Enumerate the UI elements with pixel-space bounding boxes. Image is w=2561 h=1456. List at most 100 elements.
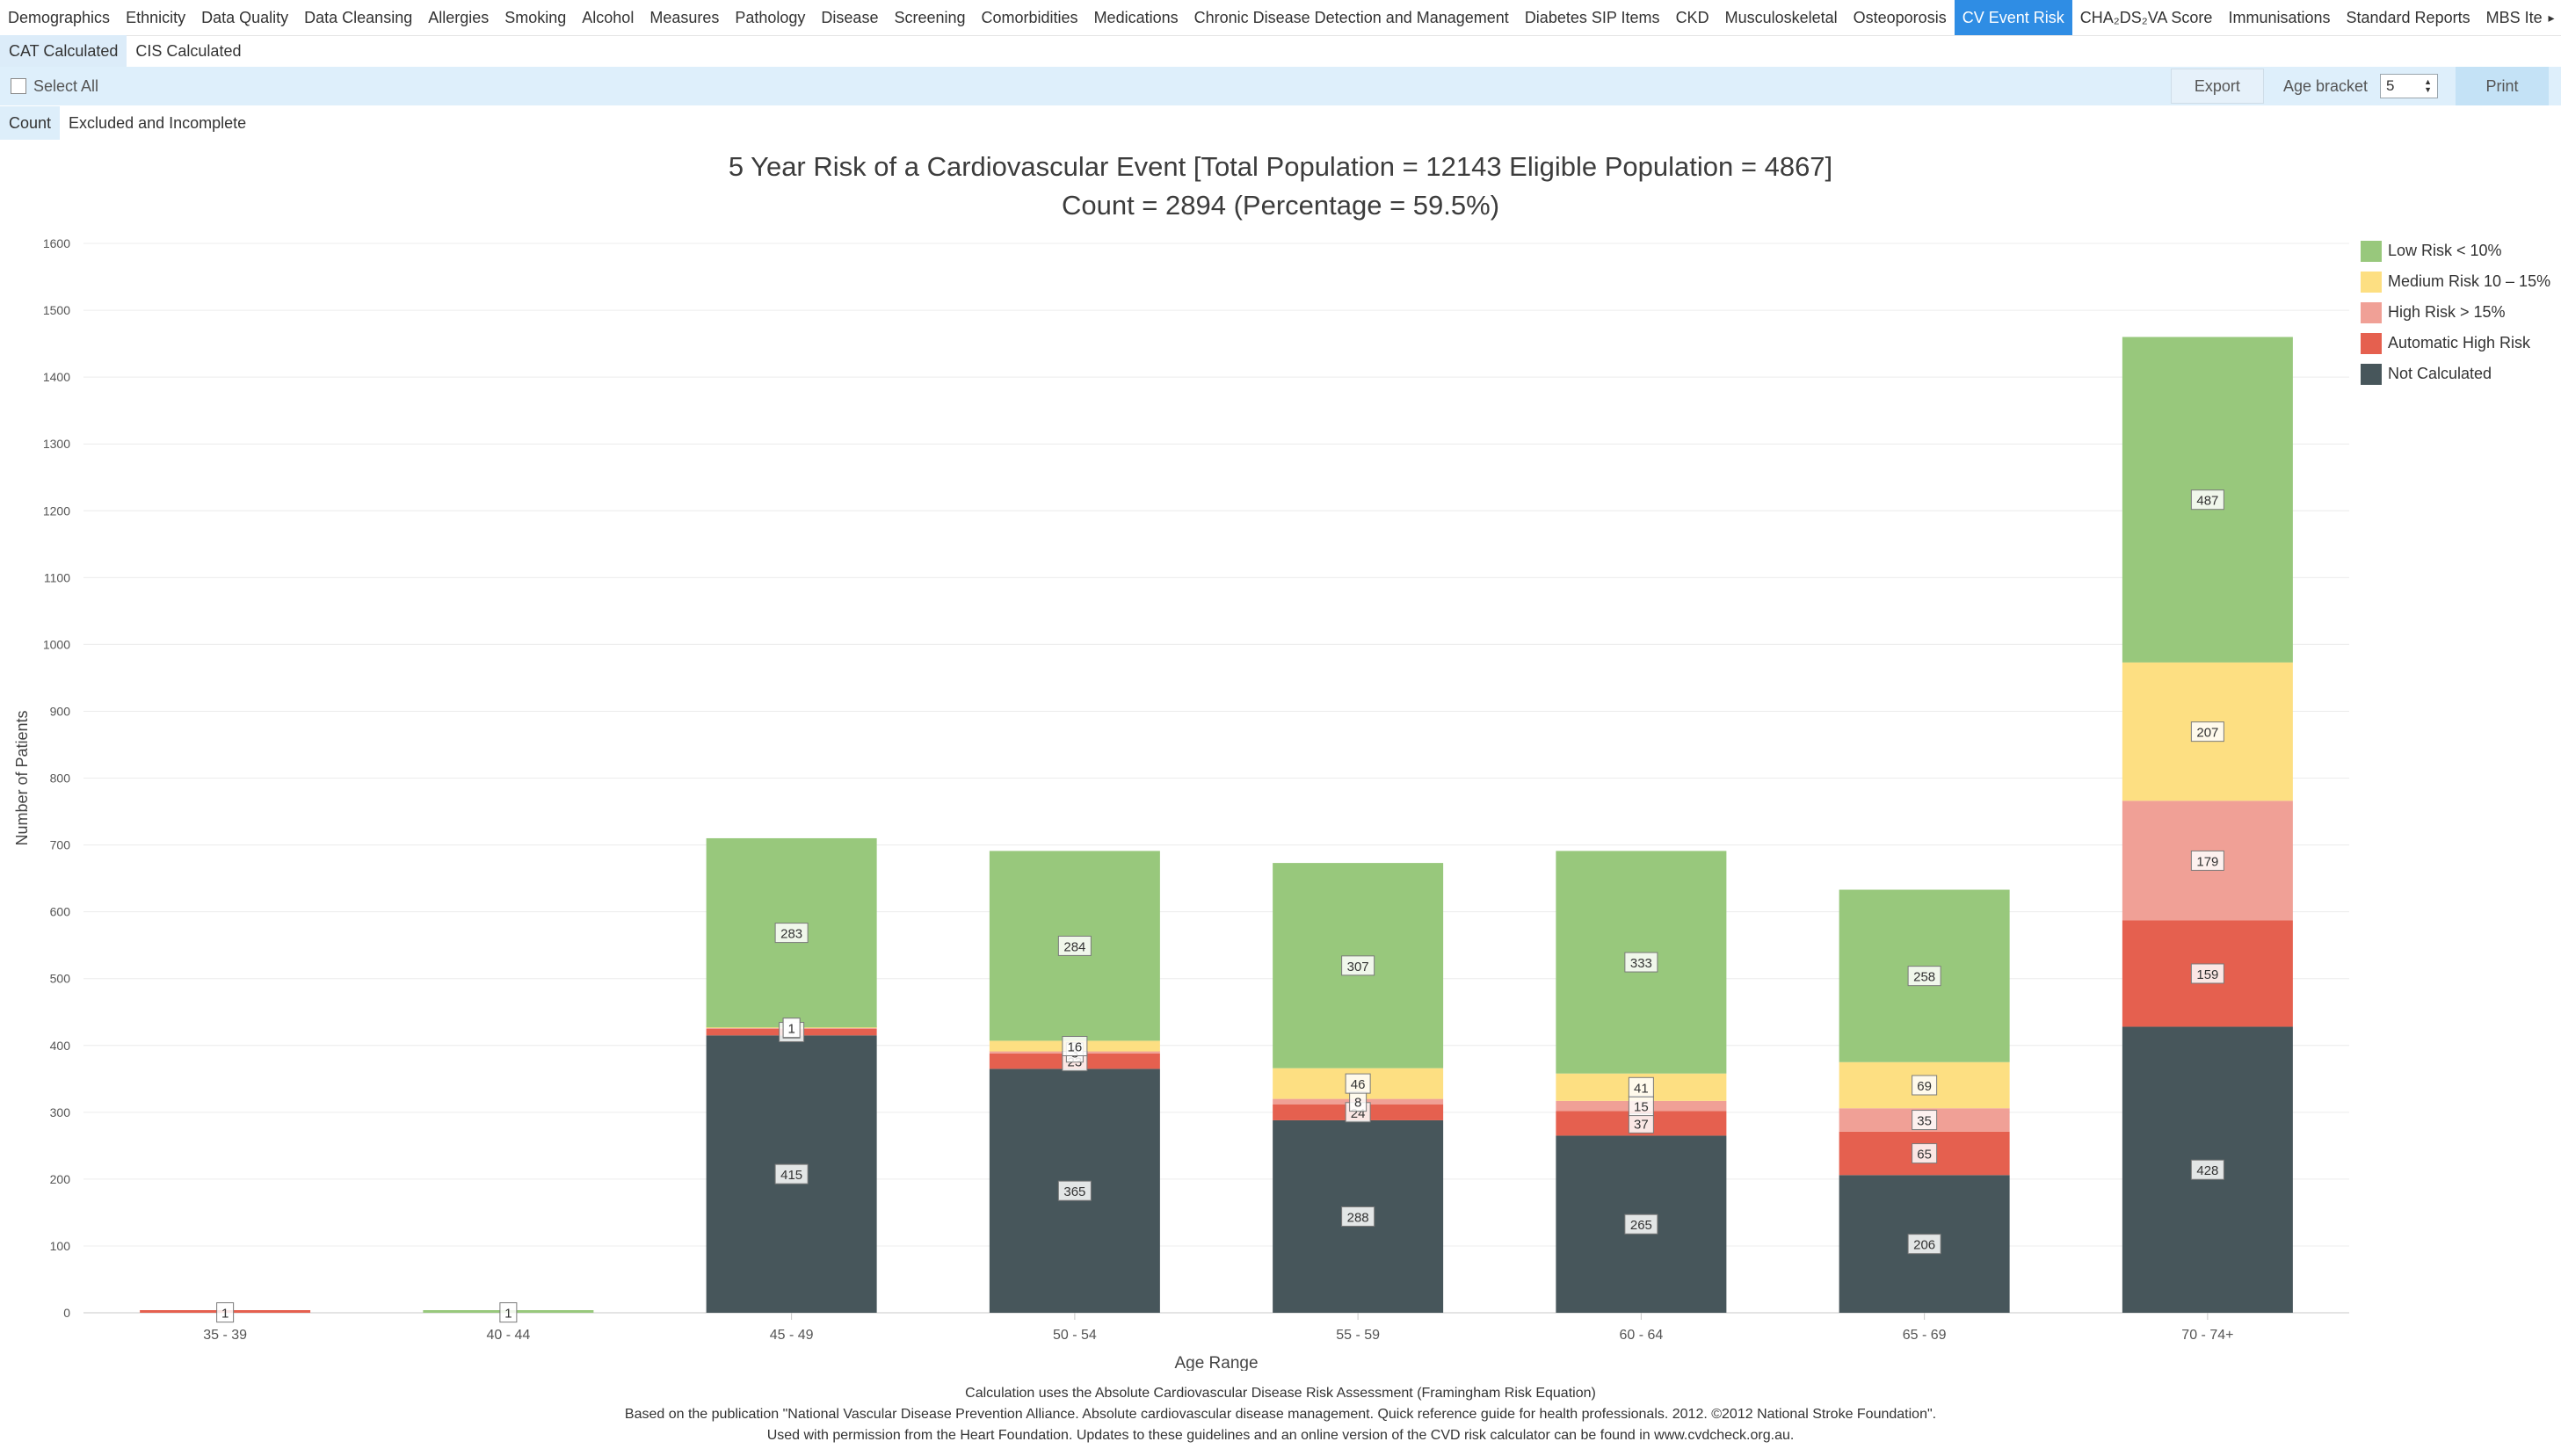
data-label-box (1341, 1206, 1375, 1227)
report-tab-bar: Demographics Ethnicity Data Quality Data Cl… (0, 0, 2561, 36)
x-tick-label: 35 - 39 (203, 1328, 247, 1343)
tab-diabetes-sip-items[interactable]: Diabetes SIP Items (1524, 9, 1660, 26)
age-bracket-stepper[interactable]: 5 ▲ ▼ (2380, 74, 2438, 98)
tab-demographics[interactable]: Demographics (8, 9, 111, 26)
tab-allergies[interactable]: Allergies (428, 9, 490, 26)
x-tick-label: 40 - 44 (486, 1328, 530, 1343)
tab-alcohol[interactable]: Alcohol (582, 9, 635, 26)
tab-screening[interactable]: Screening (894, 9, 966, 26)
view-tab-count[interactable]: Count (0, 106, 61, 140)
x-tick-label: 65 - 69 (1903, 1328, 1947, 1343)
legend-item-automatic-high-risk[interactable]: Automatic High Risk (2361, 328, 2550, 359)
data-label-box (1907, 966, 1941, 987)
chart-title-line2: Count = 2894 (Percentage = 59.5%) (1061, 190, 1500, 221)
tab-cha-ds-va-score[interactable]: CHA₂DS₂VA Score (2079, 9, 2213, 26)
data-label-box (2190, 963, 2224, 984)
legend-item-low-risk-10[interactable]: Low Risk < 10% (2361, 235, 2550, 266)
age-bracket-label: Age bracket (2282, 76, 2368, 95)
data-label: 46 (1351, 1077, 1366, 1092)
select-all-label[interactable]: Select All (33, 76, 99, 95)
subtab-cis-calculated[interactable]: CIS Calculated (135, 42, 242, 60)
tab-medications[interactable]: Medications (1093, 9, 1179, 26)
stacked-bar-chart: 0 100 200 300 400 500 600 700 800 900 1000 1100 1200… (13, 236, 2349, 1371)
tab-immunisations[interactable]: Immunisations (2228, 9, 2331, 26)
legend-item-not-calculated[interactable]: Not Calculated (2361, 359, 2550, 389)
data-label: 1 (504, 1307, 511, 1322)
data-label: 283 (780, 927, 802, 942)
tab-ethnicity[interactable]: Ethnicity (126, 9, 186, 26)
tab-comorbidities[interactable]: Comorbidities (981, 9, 1078, 26)
legend-label: Not Calculated (2388, 365, 2492, 382)
x-tick-label: 45 - 49 (770, 1328, 814, 1343)
data-label-box (1628, 1076, 1654, 1097)
legend-item-medium-risk-10-15[interactable]: Medium Risk 10 – 15% (2361, 266, 2550, 297)
data-label: 284 (1063, 939, 1085, 954)
tab-data-quality[interactable]: Data Quality (201, 9, 289, 26)
data-label-box (1624, 1213, 1658, 1235)
tab-chronic-disease-detection-and-management[interactable]: Chronic Disease Detection and Management (1193, 9, 1509, 26)
toolbar: Select All Export Age bracket 5 ▲ ▼ Prin… (0, 67, 2561, 105)
legend-swatch (2361, 332, 2382, 354)
data-label: 487 (2196, 494, 2218, 509)
tab-pathology[interactable]: Pathology (735, 9, 806, 26)
data-label: 35 (1917, 1114, 1932, 1129)
data-label-box (1345, 1073, 1371, 1094)
data-label: 69 (1917, 1079, 1932, 1094)
spin-up-icon[interactable]: ▲ (2424, 77, 2432, 86)
tab-osteoporosis[interactable]: Osteoporosis (1853, 9, 1947, 26)
legend-swatch (2361, 301, 2382, 323)
stepper-arrows[interactable]: ▲ ▼ (2424, 78, 2432, 94)
tab-measures[interactable]: Measures (649, 9, 720, 26)
data-label-box (1057, 935, 1092, 956)
print-button[interactable]: Print (2456, 67, 2549, 105)
subtab-cat-calculated[interactable]: CAT Calculated (0, 35, 127, 67)
y-tick-label: 700 (50, 838, 71, 852)
legend-item-high-risk-15[interactable]: High Risk > 15% (2361, 297, 2550, 328)
y-tick-label: 1300 (43, 437, 70, 451)
y-tick-label: 200 (50, 1172, 71, 1186)
data-label: 288 (1347, 1210, 1369, 1225)
spin-down-icon[interactable]: ▼ (2424, 85, 2432, 94)
footnotes: Calculation uses the Absolute Cardiovasc… (0, 1383, 2561, 1446)
data-label: 1 (221, 1307, 229, 1322)
tab-cv-event-risk[interactable]: CV Event Risk (1954, 0, 2072, 35)
y-tick-label: 1000 (43, 637, 70, 651)
x-axis-label: Age Range (1174, 1354, 1258, 1371)
legend-swatch (2361, 363, 2382, 385)
tab-ckd[interactable]: CKD (1675, 9, 1709, 26)
tab-musculoskeletal[interactable]: Musculoskeletal (1724, 9, 1838, 26)
data-label-box (2190, 1159, 2224, 1180)
data-label-box (2190, 489, 2224, 511)
data-label: 8 (1354, 1096, 1361, 1111)
y-tick-label: 0 (63, 1306, 70, 1320)
tab-data-cleansing[interactable]: Data Cleansing (304, 9, 413, 26)
data-label: 307 (1347, 960, 1369, 974)
select-all-checkbox[interactable] (11, 78, 26, 94)
legend-label: Medium Risk 10 – 15% (2388, 272, 2551, 290)
age-bracket-value[interactable]: 5 (2386, 77, 2395, 94)
data-label: 1 (787, 1022, 794, 1037)
tab-smoking[interactable]: Smoking (504, 9, 567, 26)
export-button[interactable]: Export (2170, 69, 2264, 104)
data-label: 15 (1634, 1100, 1649, 1115)
data-label: 415 (780, 1168, 802, 1183)
data-label: 258 (1913, 970, 1935, 985)
y-tick-label: 1100 (44, 570, 70, 584)
tab-standard-reports[interactable]: Standard Reports (2346, 9, 2470, 26)
y-tick-label: 1400 (43, 370, 70, 384)
toolbar-right-group: Export Age bracket 5 ▲ ▼ Print (2166, 67, 2561, 105)
x-tick-label: 55 - 59 (1336, 1328, 1380, 1343)
tab-scroll-right-icon[interactable]: ▸ (2542, 0, 2561, 35)
data-label: 65 (1917, 1148, 1932, 1163)
data-label: 207 (2196, 726, 2218, 741)
tab-mbs-iter[interactable]: MBS Iter (2485, 9, 2548, 26)
tab-disease[interactable]: Disease (821, 9, 879, 26)
data-label: 159 (2196, 967, 2218, 982)
data-label-box (774, 923, 809, 944)
data-label: 179 (2196, 854, 2218, 869)
view-tab-excluded-and-incomplete[interactable]: Excluded and Incomplete (69, 114, 247, 132)
chart-legend: Low Risk < 10% Medium Risk 10 – 15% High R… (2361, 235, 2550, 389)
data-label-box (2190, 721, 2224, 742)
y-tick-label: 1200 (43, 503, 70, 518)
legend-label: Low Risk < 10% (2388, 242, 2502, 259)
